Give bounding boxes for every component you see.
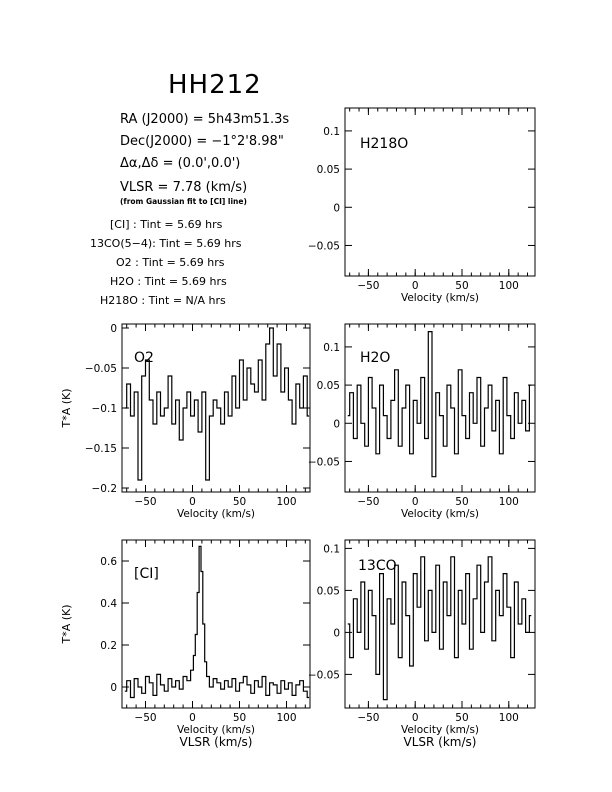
x-tick-label: 100 [276, 496, 296, 508]
tint-o2: O2 : Tint = 5.69 hrs [116, 256, 225, 269]
x-axis-label: Velocity (km/s) [177, 724, 255, 736]
tint-13co: 13CO(5−4): Tint = 5.69 hrs [90, 237, 242, 250]
y-tick-label: −0.05 [308, 240, 340, 252]
tint-h218o: H218O : Tint = N/A hrs [100, 294, 226, 307]
x-tick-label: 50 [233, 712, 246, 724]
y-tick-label: 0.4 [100, 598, 117, 610]
x-tick-label: 50 [233, 496, 246, 508]
y-tick-label: −0.1 [92, 403, 118, 415]
y-tick-label: 0 [333, 202, 340, 214]
species-label: H218O [360, 136, 408, 152]
species-label: 13CO [358, 558, 397, 574]
x-tick-label: 50 [455, 280, 468, 292]
x-tick-label: 50 [455, 496, 468, 508]
y-tick-label: 0 [333, 627, 340, 639]
tint-h2o: H2O : Tint = 5.69 hrs [110, 275, 227, 288]
species-label: H2O [360, 350, 390, 366]
plot-frame [344, 539, 536, 709]
y-tick-label: −0.05 [308, 456, 340, 468]
y-tick-label: 0.05 [317, 164, 340, 176]
offset-line: Δα,Δδ = (0.0',0.0') [120, 156, 241, 171]
y-tick-label: −0.05 [308, 669, 340, 681]
x-tick-label: 0 [412, 712, 419, 724]
chart-panel-h218o: −50 0 50 100 −0.05 0 0.05 0.1 Velocity (km/s) H21… [308, 107, 536, 304]
x-tick-label: 100 [499, 712, 519, 724]
dec-line: Dec(J2000) = −1°2'8.98" [120, 134, 284, 149]
y-axis-label: T*A (K) [60, 388, 73, 428]
x-tick-label: 100 [499, 496, 519, 508]
ra-line: RA (J2000) = 5h43m51.3s [120, 112, 290, 127]
plot-frame [344, 323, 536, 493]
species-label: [CI] [134, 566, 159, 582]
series-line-co13 [347, 556, 532, 701]
x-axis-label: Velocity (km/s) [401, 292, 479, 304]
x-axis-label: Velocity (km/s) [401, 724, 479, 736]
x-tick-label: −50 [357, 496, 379, 508]
plot-frame [344, 107, 536, 277]
x-tick-label: 50 [455, 712, 468, 724]
x-tick-label: −50 [357, 712, 379, 724]
species-label: O2 [134, 350, 154, 366]
y-tick-label: 0.1 [323, 342, 340, 354]
vlsr-axis-label: VLSR (km/s) [404, 735, 477, 749]
y-tick-label: 0.2 [100, 640, 117, 652]
source-title: HH212 [168, 70, 262, 100]
x-tick-label: 100 [276, 712, 296, 724]
chart-panel-ci: −50 0 50 100 0 0.2 0.4 0.6 Velocity (km/s) T*A (K… [60, 539, 311, 736]
tint-ci: [CI] : Tint = 5.69 hrs [110, 218, 223, 231]
x-axis-label: Velocity (km/s) [177, 508, 255, 520]
chart-panel-h2o: −50 0 50 100 −0.05 0 0.05 0.1 Velocity (km/s) H2O [308, 323, 536, 520]
y-tick-label: 0.6 [100, 556, 117, 568]
plot-layer: −50 0 50 100 −0.05 0 0.05 0.1 Velocity (km/s) H21… [60, 107, 536, 749]
plot-frame [121, 539, 311, 709]
chart-panel-co13: −50 0 50 100 −0.05 0 0.05 0.1 Velocity (km/s) 13C… [308, 539, 536, 736]
series-line-o2 [124, 327, 310, 481]
x-axis-label: Velocity (km/s) [401, 508, 479, 520]
x-tick-label: −50 [134, 496, 156, 508]
y-tick-label: 0 [110, 682, 117, 694]
x-tick-label: −50 [134, 712, 156, 724]
x-tick-label: 0 [412, 280, 419, 292]
x-tick-label: 100 [499, 280, 519, 292]
y-tick-label: 0.05 [317, 380, 340, 392]
x-tick-label: 0 [189, 712, 196, 724]
y-tick-label: 0.1 [323, 543, 340, 555]
vlsr-line: VLSR = 7.78 (km/s) [120, 180, 248, 195]
x-tick-label: −50 [357, 280, 379, 292]
vlsr-note: (from Gaussian fit to [CI] line) [120, 197, 247, 206]
vlsr-axis-label: VLSR (km/s) [180, 735, 253, 749]
y-tick-label: −0.15 [85, 443, 117, 455]
y-tick-label: −0.05 [85, 363, 117, 375]
x-tick-label: 0 [412, 496, 419, 508]
y-tick-label: 0 [110, 323, 117, 335]
y-axis-label: T*A (K) [60, 604, 73, 644]
series-line-h2o [347, 331, 532, 478]
y-tick-label: −0.2 [92, 483, 118, 495]
series-line-ci [124, 545, 310, 699]
y-tick-label: 0.05 [317, 585, 340, 597]
y-tick-label: 0 [333, 418, 340, 430]
x-tick-label: 0 [189, 496, 196, 508]
y-tick-label: 0.1 [323, 126, 340, 138]
